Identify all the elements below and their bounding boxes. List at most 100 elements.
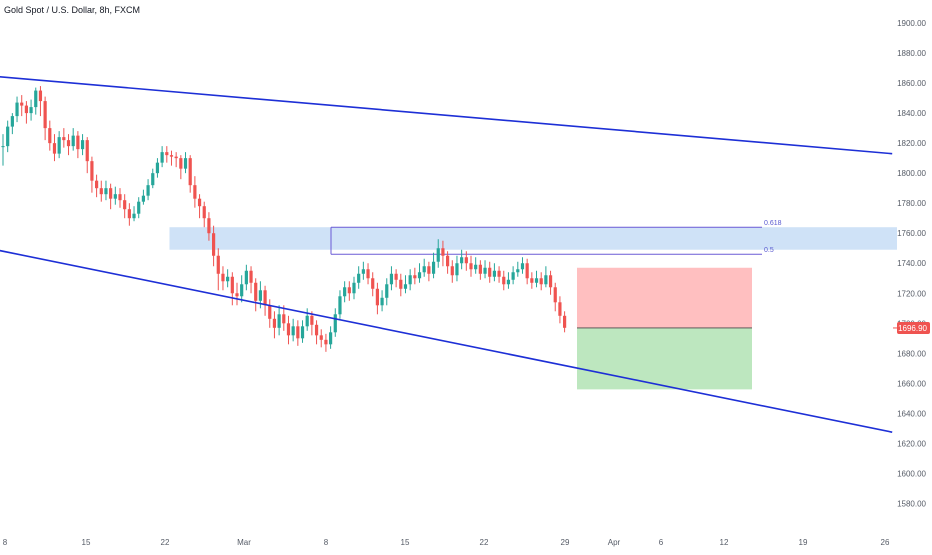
fib-label-0.618: 0.618 xyxy=(764,220,782,227)
candle-body xyxy=(558,302,562,316)
candle-body xyxy=(417,272,422,279)
candle xyxy=(29,99,33,121)
candle-body xyxy=(544,275,548,285)
candle-body xyxy=(263,290,267,306)
candle xyxy=(511,266,515,285)
candles-layer xyxy=(1,86,567,352)
candle xyxy=(492,263,496,282)
candle-body xyxy=(272,318,277,328)
candle xyxy=(357,266,361,289)
candle xyxy=(1,134,5,166)
candle xyxy=(76,131,80,159)
candle xyxy=(520,257,525,274)
y-tick-label: 1780.00 xyxy=(897,199,926,208)
candle xyxy=(109,183,113,210)
candle-body xyxy=(221,273,225,282)
candle xyxy=(20,95,24,117)
candle xyxy=(188,155,192,193)
candle-body xyxy=(380,297,384,306)
candle-body xyxy=(464,257,468,264)
candle xyxy=(34,87,38,115)
x-tick-label: 22 xyxy=(161,538,170,547)
take-profit-zone xyxy=(577,327,752,390)
candle-body xyxy=(127,209,131,219)
candle-body xyxy=(506,279,511,285)
candle xyxy=(71,128,75,151)
candle xyxy=(85,137,89,174)
y-tick-label: 1740.00 xyxy=(897,259,926,268)
candle-body xyxy=(488,267,492,277)
candle xyxy=(483,260,487,279)
candle xyxy=(132,206,136,222)
candle-body xyxy=(66,140,71,147)
candle-body xyxy=(165,152,169,156)
candle-body xyxy=(57,137,61,154)
candle-body xyxy=(403,284,408,289)
candle xyxy=(478,260,482,280)
candle-body xyxy=(230,276,234,294)
last-price-marker: 1696.90 xyxy=(893,321,930,334)
candle xyxy=(202,201,206,228)
zones-layer: 0.618 0.5 xyxy=(169,220,898,390)
candle xyxy=(95,174,99,198)
x-tick-label: Mar xyxy=(237,538,251,547)
candle xyxy=(441,240,445,267)
candle xyxy=(333,308,337,337)
candle xyxy=(104,180,108,201)
candle xyxy=(460,249,464,270)
candle-body xyxy=(492,270,496,277)
y-tick-label: 1880.00 xyxy=(897,49,926,58)
candle-body xyxy=(352,282,356,294)
candle-body xyxy=(137,201,141,214)
candle xyxy=(127,203,131,226)
candle-body xyxy=(1,146,5,148)
candle-body xyxy=(123,200,127,210)
candle-body xyxy=(371,278,375,289)
candle-body xyxy=(291,326,295,336)
candle xyxy=(544,266,548,288)
y-tick-label: 1800.00 xyxy=(897,169,926,178)
candle-body xyxy=(305,315,309,327)
candle xyxy=(48,120,52,151)
candle xyxy=(431,252,436,279)
candle-body xyxy=(446,255,450,267)
candle-body xyxy=(361,269,365,274)
candle xyxy=(413,267,417,285)
candle xyxy=(80,134,85,156)
candle-body xyxy=(431,261,436,274)
candle-body xyxy=(516,269,520,273)
candle xyxy=(408,269,412,291)
candle xyxy=(427,261,431,282)
candle-body xyxy=(399,279,403,289)
candle-body xyxy=(408,275,412,285)
x-tick-label: 29 xyxy=(561,538,570,547)
candle-body xyxy=(338,296,342,315)
candle-body xyxy=(226,276,230,282)
candle xyxy=(169,150,174,166)
candle xyxy=(563,311,567,333)
candle-body xyxy=(548,275,553,288)
candle xyxy=(553,282,557,312)
candle xyxy=(291,318,295,342)
candle xyxy=(183,152,188,174)
candle xyxy=(385,278,389,306)
candle-body xyxy=(460,257,464,264)
candle-body xyxy=(38,90,43,102)
candle-body xyxy=(436,248,440,262)
candle-body xyxy=(277,314,281,328)
candle xyxy=(399,273,403,297)
x-tick-label: 6 xyxy=(659,538,664,547)
candle xyxy=(558,296,562,324)
y-tick-label: 1640.00 xyxy=(897,409,926,418)
candle-body xyxy=(202,206,206,219)
candle xyxy=(254,278,258,312)
candle xyxy=(165,146,169,163)
candle-body xyxy=(244,270,248,285)
candle-body xyxy=(296,326,300,339)
candle xyxy=(118,188,122,208)
candle-body xyxy=(254,282,258,301)
y-tick-label: 1840.00 xyxy=(897,109,926,118)
candle xyxy=(263,285,267,316)
